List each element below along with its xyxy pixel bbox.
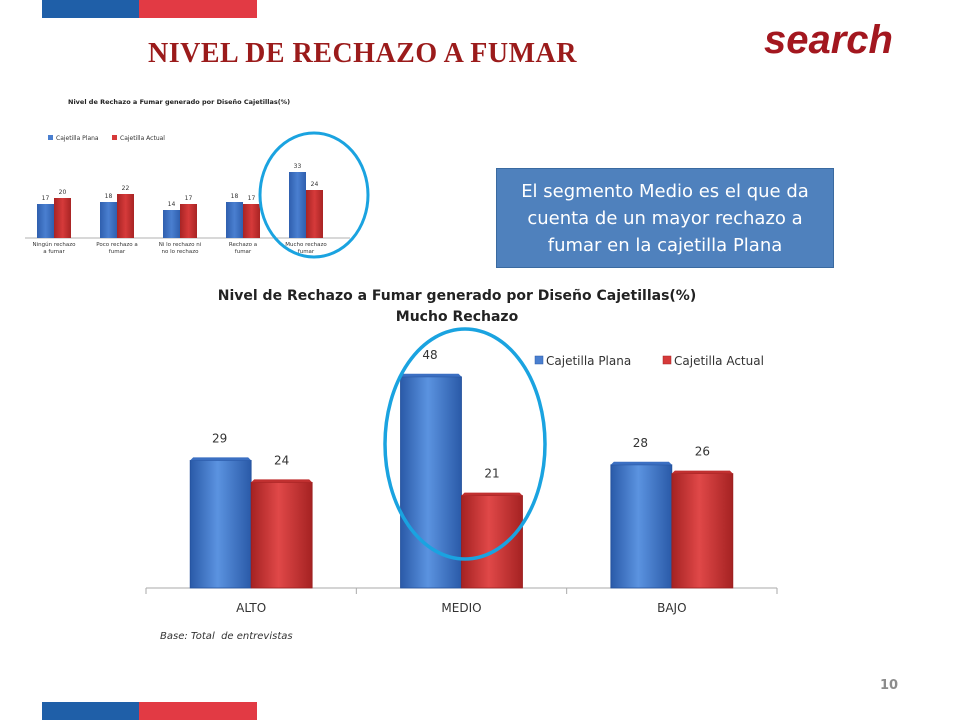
data-label-cajetilla-actual-poco-rechazo-a-fumar: 22 [122,185,130,192]
data-label-cajetilla-actual-medio: 21 [484,467,499,481]
page-title: NIVEL DE RECHAZO A FUMAR [148,38,577,69]
legend-swatch-actual [662,355,672,365]
bar-cajetilla-plana-mucho-rechazo-fumar [289,172,306,238]
bar-cajetilla-plana-bajo [610,464,673,589]
bar-cajetilla-actual-poco-rechazo-a-fumar [117,194,134,238]
top-flag-red [139,0,257,18]
bar-cajetilla-plana-rechazo-a-fumar [226,202,243,238]
chart-subtitle: Mucho Rechazo [396,309,519,325]
bar-cajetilla-actual-ningun-rechazo-a-fumar [54,198,71,238]
bar-cajetilla-plana-poco-rechazo-a-fumar [100,202,117,238]
data-label-cajetilla-plana-medio: 48 [422,348,437,362]
legend-label-plana: Cajetilla Plana [546,354,631,368]
bar-cajetilla-plana-alto [189,459,252,589]
bar-cajetilla-actual-rechazo-a-fumar [243,204,260,238]
brand-logo: search [764,18,893,62]
legend-label-actual: Cajetilla Actual [674,354,764,368]
category-label-alto: ALTO [236,601,266,615]
small-chart: Nivel de Rechazo a Fumar generado por Di… [25,98,370,259]
bottom-flag-red [139,702,257,720]
bar-cajetilla-actual-bajo [671,473,734,589]
highlight-circle [258,131,370,259]
legend-label-plana: Cajetilla Plana [56,135,99,142]
category-label-rechazo-a-fumar: Rechazo a fumar [229,242,257,255]
data-label-cajetilla-actual-ningun-rechazo-a-fumar: 20 [59,189,67,196]
bar-top-cajetilla-actual-medio [461,492,523,496]
legend-swatch-plana [534,355,544,365]
bar-cajetilla-actual-medio [461,495,523,589]
bottom-flag-blue [42,702,139,720]
data-label-cajetilla-plana-ningun-rechazo-a-fumar: 17 [42,195,50,202]
category-label-bajo: BAJO [657,601,686,615]
category-label-poco-rechazo-a-fumar: Poco rechazo a fumar [96,242,137,255]
bar-top-cajetilla-plana-alto [190,457,252,461]
callout-box: El segmento Medio es el que da cuenta de… [496,168,834,268]
data-label-cajetilla-plana-ni-lo-rechazo-ni-no-lo-rechazo: 14 [168,201,176,208]
main-chart: Nivel de Rechazo a Fumar generado por Di… [145,288,778,615]
page-number: 10 [880,678,899,693]
data-label-cajetilla-plana-mucho-rechazo-fumar: 33 [294,163,302,170]
bar-top-cajetilla-plana-bajo [610,461,672,465]
bar-cajetilla-plana-ningun-rechazo-a-fumar [37,204,54,238]
data-label-cajetilla-actual-ni-lo-rechazo-ni-no-lo-rechazo: 17 [185,195,193,202]
data-label-cajetilla-actual-rechazo-a-fumar: 17 [248,195,256,202]
bar-top-cajetilla-actual-bajo [671,470,733,474]
chart-title: Nivel de Rechazo a Fumar generado por Di… [68,98,290,106]
category-label-ningun-rechazo-a-fumar: Ningún rechazo a fumar [33,241,77,255]
bar-cajetilla-plana-ni-lo-rechazo-ni-no-lo-rechazo [163,210,180,238]
data-label-cajetilla-plana-rechazo-a-fumar: 18 [231,193,239,200]
top-flag-blue [42,0,139,18]
base-note: Base: Total de entrevistas [160,631,293,642]
bar-top-cajetilla-plana-medio [400,373,462,377]
category-label-mucho-rechazo-fumar: Mucho rechazo fumar [285,242,327,255]
data-label-cajetilla-actual-bajo: 26 [695,445,710,459]
bar-cajetilla-actual-mucho-rechazo-fumar [306,190,323,238]
data-label-cajetilla-plana-alto: 29 [212,431,227,445]
highlight-circle [383,327,547,561]
legend-swatch-actual [112,135,117,140]
bar-cajetilla-actual-ni-lo-rechazo-ni-no-lo-rechazo [180,204,197,238]
category-label-medio: MEDIO [441,601,481,615]
bar-cajetilla-actual-alto [250,481,313,589]
bar-cajetilla-plana-medio [400,376,462,589]
category-label-ni-lo-rechazo-ni-no-lo-rechazo: Ni lo rechazo ni no lo rechazo [159,242,202,255]
bar-top-cajetilla-actual-alto [251,479,313,483]
chart-title: Nivel de Rechazo a Fumar generado por Di… [218,288,696,304]
legend-label-actual: Cajetilla Actual [120,135,165,142]
data-label-cajetilla-plana-poco-rechazo-a-fumar: 18 [105,193,113,200]
data-label-cajetilla-plana-bajo: 28 [633,436,648,450]
data-label-cajetilla-actual-mucho-rechazo-fumar: 24 [311,181,319,188]
data-label-cajetilla-actual-alto: 24 [274,453,289,467]
legend-swatch-plana [48,135,53,140]
